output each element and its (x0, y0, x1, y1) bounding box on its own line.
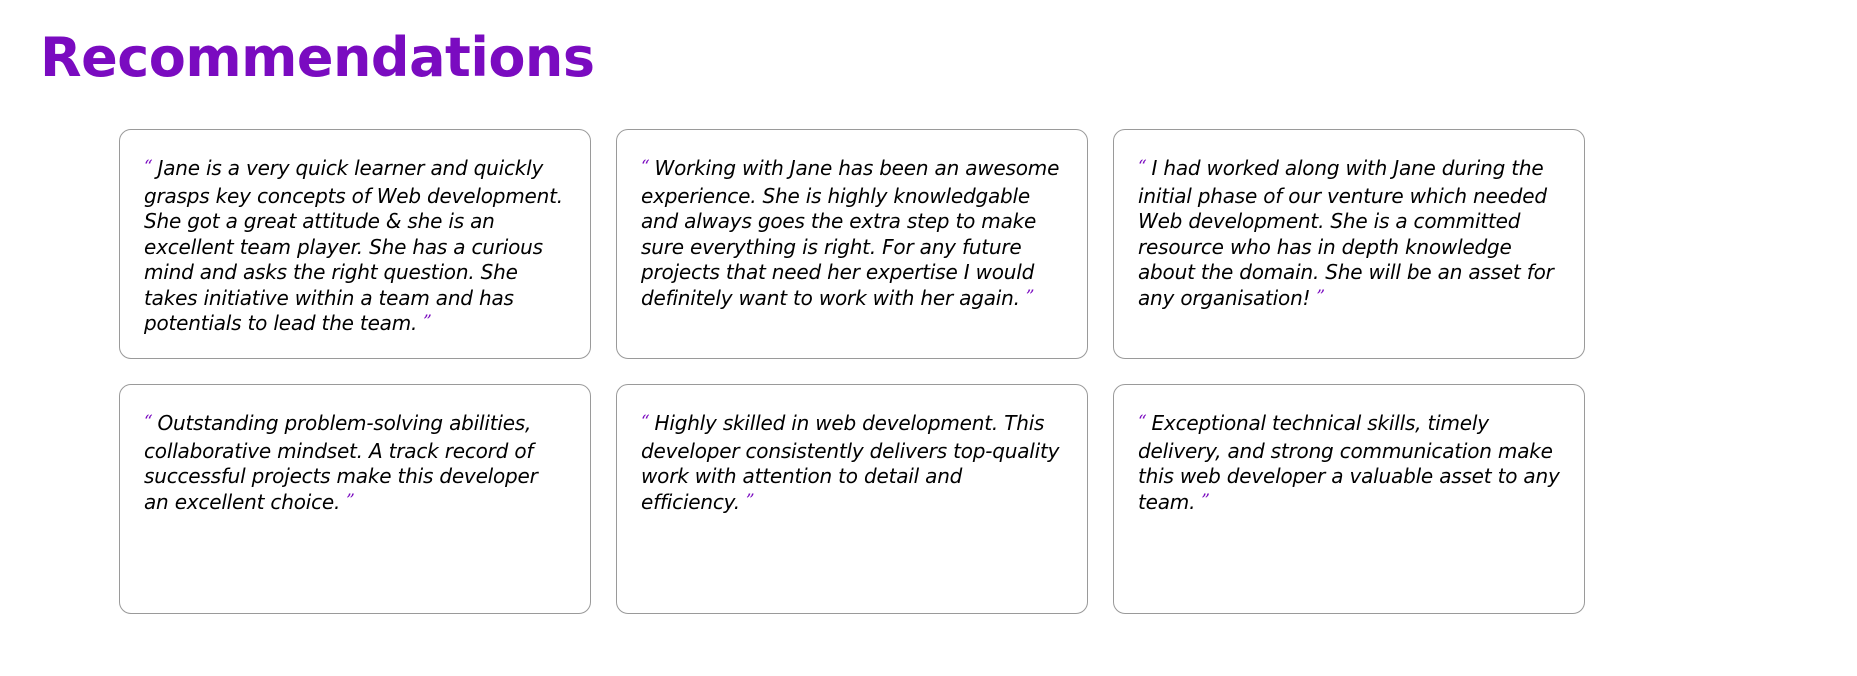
open-quote-icon: “ (641, 412, 650, 432)
open-quote-icon: “ (1138, 412, 1147, 432)
recommendation-quote: “Jane is a very quick learner and quickl… (144, 156, 568, 339)
recommendation-text: I had worked along with Jane during the … (1138, 156, 1554, 310)
recommendation-card: “I had worked along with Jane during the… (1113, 129, 1585, 359)
open-quote-icon: “ (144, 412, 153, 432)
recommendation-cards: “Jane is a very quick learner and quickl… (119, 129, 1591, 614)
recommendation-card: “Outstanding problem-solving abilities, … (119, 384, 591, 614)
recommendation-quote: “Outstanding problem-solving abilities, … (144, 411, 568, 517)
recommendation-text: Outstanding problem-solving abilities, c… (144, 411, 538, 514)
recommendation-card: “Working with Jane has been an awesome e… (616, 129, 1088, 359)
close-quote-icon: ” (745, 490, 755, 511)
recommendation-quote: “Highly skilled in web development. This… (641, 411, 1065, 517)
open-quote-icon: “ (144, 157, 153, 177)
recommendation-card: “Exceptional technical skills, timely de… (1113, 384, 1585, 614)
close-quote-icon: ” (1201, 490, 1210, 511)
recommendation-quote: “Working with Jane has been an awesome e… (641, 156, 1065, 313)
recommendation-quote: “Exceptional technical skills, timely de… (1138, 411, 1562, 517)
close-quote-icon: ” (1316, 286, 1325, 307)
open-quote-icon: “ (1138, 157, 1147, 177)
recommendation-card: “Highly skilled in web development. This… (616, 384, 1088, 614)
page-title: Recommendations (40, 26, 595, 89)
recommendation-text: Exceptional technical skills, timely del… (1138, 411, 1560, 514)
recommendation-card: “Jane is a very quick learner and quickl… (119, 129, 591, 359)
recommendation-text: Working with Jane has been an awesome ex… (641, 156, 1060, 310)
recommendation-quote: “I had worked along with Jane during the… (1138, 156, 1562, 313)
close-quote-icon: ” (346, 490, 355, 511)
close-quote-icon: ” (423, 312, 432, 332)
recommendation-text: Highly skilled in web development. This … (641, 411, 1060, 514)
recommendation-text: Jane is a very quick learner and quickly… (144, 156, 563, 335)
close-quote-icon: ” (1025, 286, 1035, 307)
open-quote-icon: “ (641, 157, 650, 177)
